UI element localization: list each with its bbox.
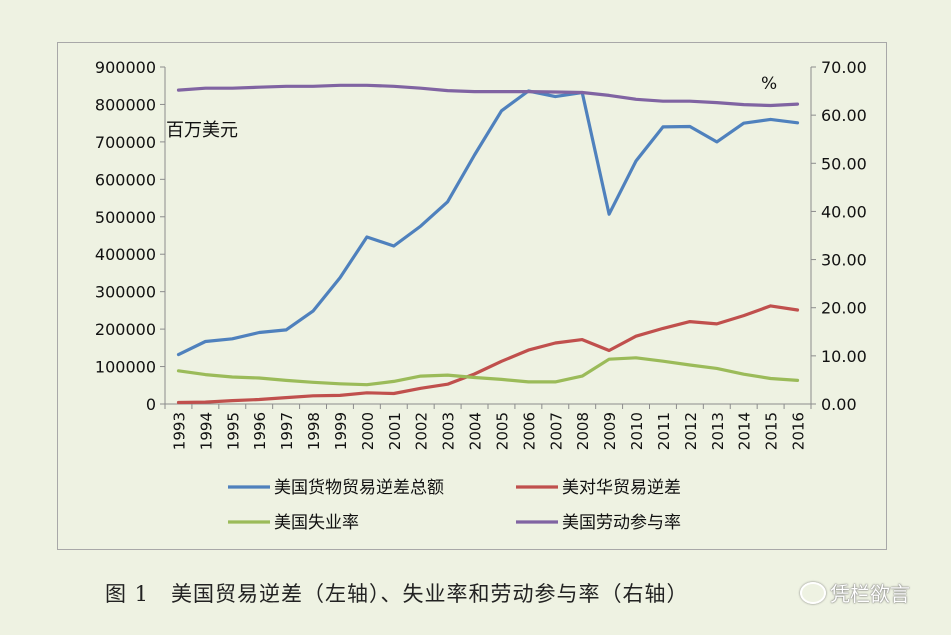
x-tick-label: 1999 — [332, 412, 350, 450]
left-unit-label: 百万美元 — [166, 120, 238, 141]
x-tick-label: 2015 — [763, 412, 781, 450]
right-tick-label: 40.00 — [821, 202, 867, 221]
figure-caption: 图 1 美国贸易逆差（左轴）、失业率和劳动参与率（右轴） — [105, 582, 689, 606]
legend-label: 美国劳动参与率 — [562, 513, 681, 533]
x-tick-label: 2002 — [413, 412, 431, 450]
left-tick-label: 800000 — [95, 95, 156, 114]
legend-label: 美对华贸易逆差 — [562, 478, 681, 498]
series-line-4 — [176, 83, 800, 108]
x-tick-label: 2016 — [790, 412, 808, 450]
watermark: 凭栏欲言 — [800, 578, 910, 607]
series-line-3 — [176, 356, 800, 387]
left-tick-label: 200000 — [95, 320, 156, 339]
wechat-icon — [800, 581, 826, 604]
axes-layer: 0 100000 200000 300000 400000 500000 600000 700… — [95, 58, 867, 450]
right-tick-label: 0.00 — [821, 395, 857, 414]
x-tick-label: 2012 — [682, 412, 700, 450]
right-tick-label: 60.00 — [821, 106, 867, 125]
x-tick-label: 2010 — [628, 412, 646, 450]
left-tick-label: 700000 — [95, 133, 156, 152]
left-tick-label: 600000 — [95, 170, 156, 189]
left-tick-label: 0 — [146, 395, 156, 414]
left-tick-label: 400000 — [95, 245, 156, 264]
x-tick-label: 1996 — [251, 412, 269, 450]
x-tick-label: 1997 — [278, 412, 296, 450]
x-tick-label: 2006 — [520, 412, 538, 450]
x-tick-label: 2008 — [574, 412, 592, 450]
x-tick-label: 2003 — [440, 412, 458, 450]
x-tick-label: 2013 — [709, 412, 727, 450]
left-tick-label: 500000 — [95, 208, 156, 227]
left-tick-label: 900000 — [95, 58, 156, 77]
right-tick-label: 50.00 — [821, 154, 867, 173]
right-tick-label: 70.00 — [821, 58, 867, 77]
left-tick-label: 300000 — [95, 283, 156, 302]
series-line-2 — [176, 304, 800, 405]
x-tick-label: 1994 — [197, 412, 215, 450]
x-tick-label: 2007 — [547, 412, 565, 450]
right-tick-label: 30.00 — [821, 251, 867, 270]
x-tick-label: 2011 — [655, 412, 673, 450]
legend-label: 美国货物贸易逆差总额 — [274, 478, 444, 498]
legend-label: 美国失业率 — [274, 513, 359, 533]
right-tick-label: 10.00 — [821, 347, 867, 366]
x-tick-label: 1995 — [224, 412, 242, 450]
left-tick-label: 100000 — [95, 358, 156, 377]
x-tick-label: 2001 — [386, 412, 404, 450]
series-line-1 — [176, 89, 800, 357]
right-unit-label: % — [761, 74, 777, 94]
watermark-text: 凭栏欲言 — [830, 582, 910, 606]
x-tick-label: 2005 — [493, 412, 511, 450]
x-tick-label: 2000 — [359, 412, 377, 450]
x-tick-label: 1998 — [305, 412, 323, 450]
x-tick-label: 2014 — [736, 412, 754, 450]
lines-layer — [176, 83, 800, 405]
chart-svg: 0 100000 200000 300000 400000 500000 600000 700… — [95, 58, 867, 533]
x-tick-label: 1993 — [170, 412, 188, 450]
x-tick-label: 2004 — [467, 412, 485, 450]
x-tick-label: 2009 — [601, 412, 619, 450]
chart-frame: 0 100000 200000 300000 400000 500000 600000 700… — [57, 42, 887, 550]
right-tick-label: 20.00 — [821, 299, 867, 318]
